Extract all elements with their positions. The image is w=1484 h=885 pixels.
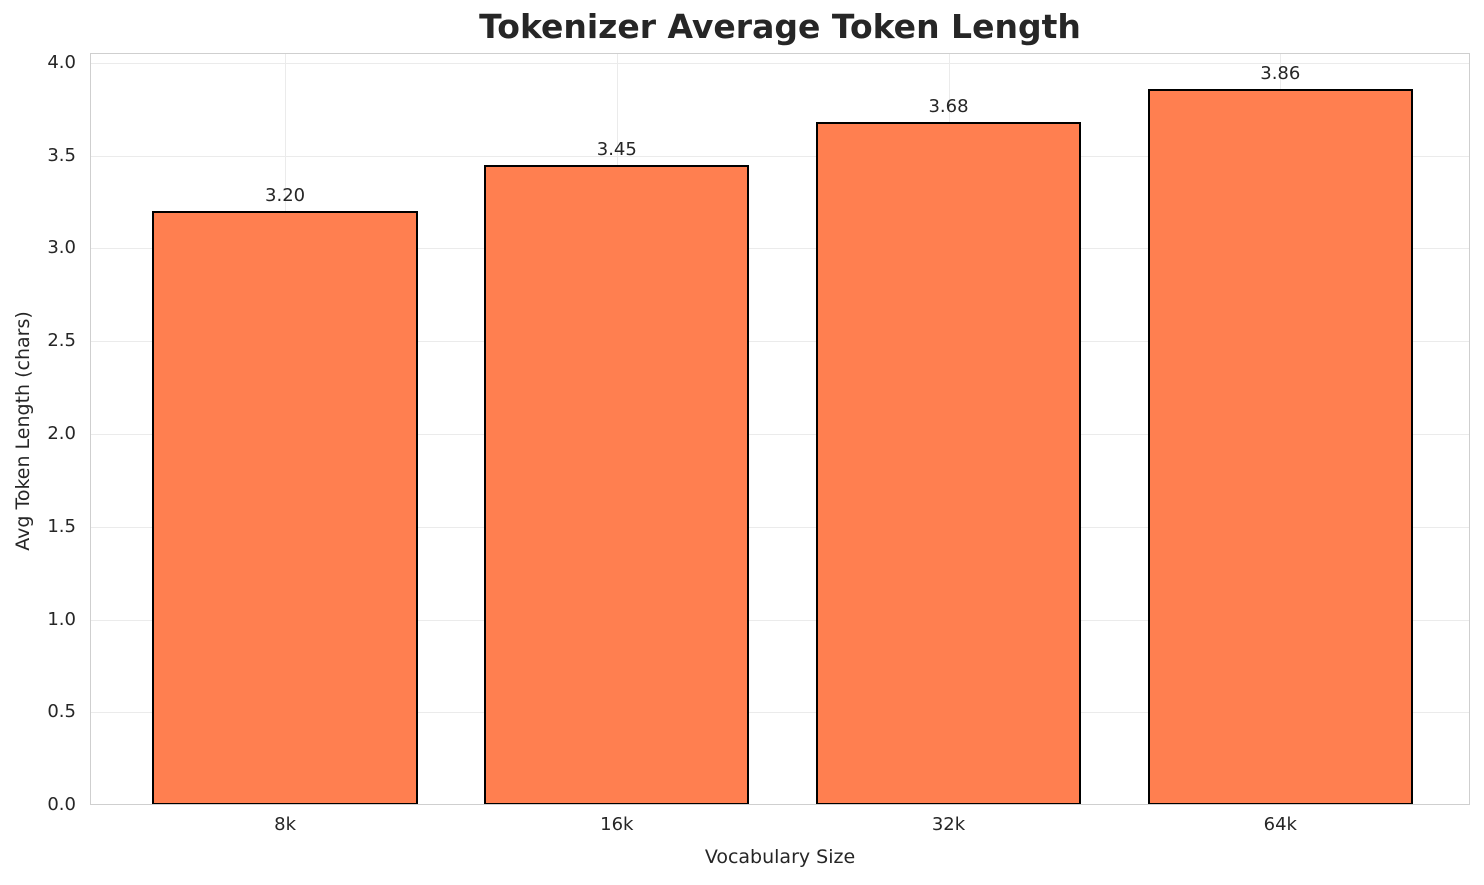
gridline-y-4.0 [90,62,1470,64]
x-tick-label: 8k [274,814,297,835]
y-tick-label: 2.5 [47,330,76,352]
gridline-y-1.5 [90,526,1470,528]
bar-32k [815,122,1082,805]
chart-title: Tokenizer Average Token Length [479,7,1081,46]
y-tick-label: 1.5 [47,515,76,537]
gridline-y-3.0 [90,248,1470,250]
y-tick-label: 0.5 [47,701,76,723]
bar-64k [1147,88,1413,805]
y-tick-label: 3.0 [47,237,76,259]
gridline-y-0.5 [90,712,1470,714]
bar-value-label: 3.20 [265,185,306,207]
x-tick-label: 16k [600,814,634,835]
gridline-y-2.5 [90,341,1470,343]
y-tick-label: 2.0 [47,422,76,444]
x-axis-label: Vocabulary Size [704,846,856,868]
plot-area [90,53,1470,805]
x-tick-label: 64k [1263,814,1297,835]
gridline-y-1.0 [90,619,1470,621]
y-tick-label: 3.5 [47,144,76,166]
bar-8k [152,211,418,805]
gridline-y-2.0 [90,433,1470,435]
bar-16k [484,164,750,805]
x-tick-label: 32k [931,814,966,835]
bar-value-label: 3.86 [1260,62,1301,84]
y-tick-label: 1.0 [47,608,76,630]
y-tick-label: 4.0 [47,51,76,73]
y-tick-label: 0.0 [47,794,76,815]
gridline-y-3.5 [90,155,1470,157]
bar-value-label: 3.68 [928,96,969,118]
bar-value-label: 3.45 [596,138,637,160]
